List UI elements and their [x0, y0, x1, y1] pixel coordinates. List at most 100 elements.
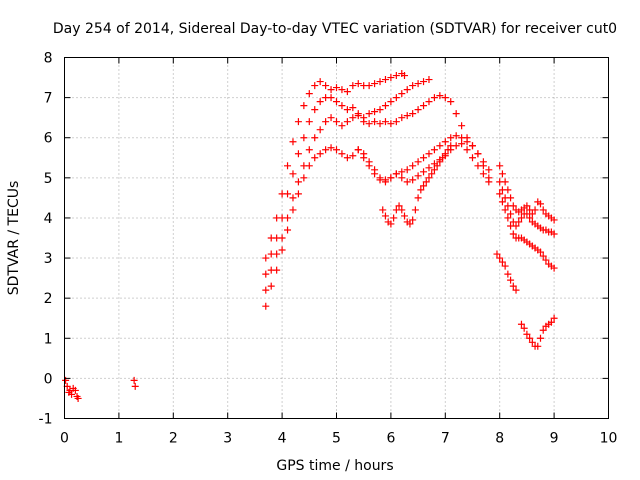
- data-point: [131, 382, 139, 390]
- data-point: [539, 252, 547, 260]
- y-tick-label: 0: [44, 371, 53, 387]
- data-point: [411, 206, 419, 214]
- series-arc-dip: [379, 142, 455, 228]
- data-point: [343, 154, 351, 162]
- data-point: [441, 94, 449, 102]
- data-point: [550, 230, 558, 238]
- x-tick-label: 8: [495, 431, 504, 447]
- data-point: [539, 206, 547, 214]
- data-point: [403, 166, 411, 174]
- y-tick-label: 5: [44, 171, 53, 187]
- data-point: [528, 338, 536, 346]
- data-point: [365, 82, 373, 90]
- data-point: [338, 150, 346, 158]
- data-point: [387, 120, 395, 128]
- data-point: [311, 154, 319, 162]
- data-point: [376, 106, 384, 114]
- data-point: [409, 216, 417, 224]
- data-point: [387, 220, 395, 228]
- data-point: [68, 390, 76, 398]
- data-point: [387, 98, 395, 106]
- data-point: [496, 162, 504, 170]
- data-point: [376, 78, 384, 86]
- data-point: [311, 106, 319, 114]
- data-point: [343, 118, 351, 126]
- data-point: [392, 118, 400, 126]
- data-point: [289, 170, 297, 178]
- data-point: [343, 88, 351, 96]
- data-point: [430, 94, 438, 102]
- data-point: [534, 342, 542, 350]
- data-point: [392, 94, 400, 102]
- data-point: [458, 122, 466, 130]
- x-tick-label: 7: [441, 431, 450, 447]
- data-point: [447, 134, 455, 142]
- data-point: [485, 178, 493, 186]
- data-point: [512, 286, 520, 294]
- data-point: [333, 146, 340, 154]
- data-point: [349, 82, 357, 90]
- data-point: [409, 162, 417, 170]
- chart-title: Day 254 of 2014, Sidereal Day-to-day VTE…: [53, 21, 617, 37]
- data-point: [504, 270, 512, 278]
- data-point: [262, 254, 270, 262]
- data-point: [509, 282, 517, 290]
- data-point: [496, 190, 504, 198]
- data-point: [501, 206, 509, 214]
- y-tick-label: 2: [44, 291, 53, 307]
- data-point: [479, 170, 487, 178]
- data-point: [439, 154, 447, 162]
- data-point: [403, 86, 411, 94]
- data-point: [498, 186, 506, 194]
- data-point: [526, 334, 534, 342]
- data-point: [474, 162, 482, 170]
- series-arc-bottom: [354, 140, 493, 186]
- x-axis-label: GPS time / hours: [276, 458, 393, 474]
- data-point: [414, 158, 422, 166]
- data-point: [422, 178, 430, 186]
- data-point: [430, 146, 438, 154]
- y-tick-label: 6: [44, 131, 53, 147]
- series-arc-upper-long: [262, 70, 408, 262]
- data-point: [501, 194, 509, 202]
- data-point: [474, 150, 482, 158]
- data-point: [262, 302, 270, 310]
- data-point: [262, 286, 270, 294]
- data-point: [420, 78, 428, 86]
- data-point: [379, 206, 387, 214]
- data-point: [371, 118, 379, 126]
- data-point: [539, 326, 547, 334]
- data-point: [398, 168, 406, 176]
- series-early-cluster: [62, 376, 82, 402]
- data-point: [507, 210, 515, 218]
- data-point: [130, 376, 138, 384]
- data-point: [333, 84, 340, 92]
- data-point: [333, 118, 340, 126]
- y-tick-label: 4: [44, 211, 53, 227]
- data-point: [376, 120, 384, 128]
- data-point: [504, 202, 512, 210]
- data-point: [300, 102, 308, 110]
- data-point: [414, 194, 422, 202]
- data-point: [526, 214, 534, 222]
- data-point: [537, 248, 544, 256]
- data-point: [517, 320, 525, 328]
- data-point: [479, 158, 487, 166]
- data-point: [498, 258, 506, 266]
- data-point: [403, 178, 411, 186]
- data-point: [322, 82, 330, 90]
- data-point: [338, 102, 346, 110]
- data-point: [371, 80, 379, 88]
- data-point: [550, 264, 558, 272]
- data-point: [74, 394, 82, 402]
- data-point: [398, 206, 406, 214]
- x-tick-label: 9: [550, 431, 559, 447]
- data-point: [289, 194, 297, 202]
- data-point: [531, 206, 539, 214]
- data-point: [436, 158, 444, 166]
- data-point: [398, 174, 406, 182]
- y-tick-label: 7: [44, 91, 53, 107]
- x-tick-label: 10: [600, 431, 618, 447]
- data-point: [469, 142, 476, 150]
- data-point: [349, 114, 357, 122]
